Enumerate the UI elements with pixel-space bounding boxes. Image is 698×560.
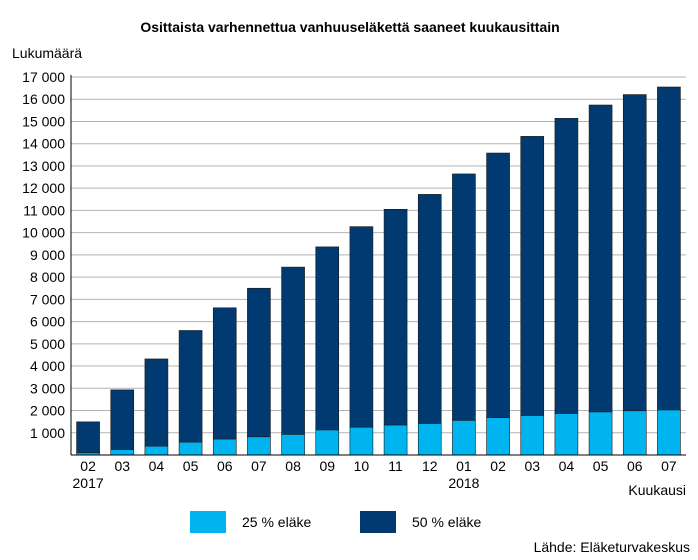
bar-pension-25 bbox=[417, 423, 442, 456]
bar-pension-25 bbox=[178, 441, 203, 456]
bars bbox=[76, 86, 681, 456]
legend-label: 50 % eläke bbox=[412, 514, 481, 530]
bar-pension-50 bbox=[315, 246, 340, 431]
x-axis-label: Kuukausi bbox=[628, 482, 686, 498]
legend-label: 25 % eläke bbox=[242, 514, 311, 530]
bar-pension-25 bbox=[554, 413, 579, 456]
y-tick-label: 9 000 bbox=[30, 247, 65, 263]
x-tick-label: 05 bbox=[593, 458, 609, 474]
x-tick-label: 05 bbox=[183, 458, 199, 474]
x-tick-label: 03 bbox=[524, 458, 540, 474]
year-label: 2017 bbox=[73, 475, 104, 491]
bar-pension-50 bbox=[212, 307, 237, 440]
bar-pension-50 bbox=[486, 152, 510, 418]
x-tick-label: 01 bbox=[456, 458, 472, 474]
y-tick-label: 14 000 bbox=[22, 136, 65, 152]
x-tick-label: 03 bbox=[114, 458, 130, 474]
x-tick-labels: 02 03 04 05 06 07 08 09 10 11 12 01 02 03 04 05 06 07 bbox=[80, 458, 677, 474]
x-tick-label: 02 bbox=[80, 458, 96, 474]
y-tick-labels: 1 000 2 000 3 000 4 000 5 000 6 000 7 000 8 000… bbox=[22, 69, 65, 441]
bar-pension-50 bbox=[349, 226, 374, 428]
bar-pension-50 bbox=[247, 287, 271, 438]
bar-pension-25 bbox=[349, 426, 374, 456]
x-tick-label: 10 bbox=[354, 458, 370, 474]
y-tick-label: 15 000 bbox=[22, 113, 65, 129]
y-tick-label: 13 000 bbox=[22, 158, 65, 174]
bar-pension-50 bbox=[417, 194, 442, 424]
bar-pension-25 bbox=[315, 429, 340, 456]
axes bbox=[70, 75, 686, 456]
bar-pension-50 bbox=[76, 421, 100, 454]
y-tick-label: 2 000 bbox=[30, 403, 65, 419]
bar-pension-25 bbox=[144, 445, 169, 456]
y-tick-label: 4 000 bbox=[30, 358, 65, 374]
bar-pension-50 bbox=[144, 358, 169, 447]
bar-pension-25 bbox=[383, 424, 408, 456]
y-tick-label: 17 000 bbox=[22, 69, 65, 85]
bar-pension-25 bbox=[212, 438, 237, 456]
bar-pension-25 bbox=[281, 434, 305, 456]
x-tick-label: 08 bbox=[285, 458, 301, 474]
bar-pension-25 bbox=[657, 409, 681, 456]
bar-pension-50 bbox=[452, 173, 476, 421]
y-tick-label: 12 000 bbox=[22, 180, 65, 196]
bar-pension-25 bbox=[486, 417, 510, 456]
bar-pension-25 bbox=[520, 415, 545, 456]
y-axis-label: Lukumäärä bbox=[12, 45, 82, 61]
bar-pension-25 bbox=[110, 449, 135, 456]
bar-pension-50 bbox=[383, 209, 408, 426]
y-tick-label: 6 000 bbox=[30, 314, 65, 330]
x-tick-label: 07 bbox=[661, 458, 677, 474]
chart-title: Osittaista varhennettua vanhuuseläkettä … bbox=[140, 19, 559, 35]
bar-pension-50 bbox=[281, 266, 305, 435]
bar-pension-25 bbox=[622, 410, 647, 456]
bar-pension-50 bbox=[178, 330, 203, 443]
gridlines bbox=[71, 76, 686, 434]
bar-pension-50 bbox=[520, 136, 545, 416]
x-tick-label: 12 bbox=[422, 458, 438, 474]
y-tick-label: 7 000 bbox=[30, 291, 65, 307]
bar-pension-50 bbox=[554, 118, 579, 414]
y-tick-label: 10 000 bbox=[22, 225, 65, 241]
bar-pension-50 bbox=[110, 389, 135, 450]
y-tick-label: 11 000 bbox=[23, 202, 65, 218]
bar-pension-50 bbox=[657, 86, 681, 411]
source-note: Lähde: Eläketurvakeskus bbox=[534, 539, 690, 555]
bar-pension-25 bbox=[247, 436, 271, 456]
legend-swatch bbox=[360, 511, 396, 533]
y-tick-label: 1 000 bbox=[30, 425, 65, 441]
y-tick-label: 16 000 bbox=[22, 91, 65, 107]
bar-pension-25 bbox=[588, 411, 613, 456]
bar-pension-25 bbox=[452, 420, 476, 456]
bar-pension-50 bbox=[622, 94, 647, 412]
legend-swatch bbox=[190, 511, 226, 533]
x-tick-label: 06 bbox=[217, 458, 233, 474]
y-tick-label: 5 000 bbox=[30, 336, 65, 352]
x-tick-label: 04 bbox=[149, 458, 165, 474]
y-tick-label: 3 000 bbox=[30, 380, 65, 396]
x-tick-label: 04 bbox=[559, 458, 575, 474]
x-tick-label: 09 bbox=[319, 458, 335, 474]
year-labels: 2017 2018 bbox=[73, 475, 480, 491]
legend: 25 % eläke 50 % eläke bbox=[190, 511, 481, 533]
x-tick-label: 02 bbox=[490, 458, 506, 474]
y-tick-label: 8 000 bbox=[30, 269, 65, 285]
x-tick-label: 06 bbox=[627, 458, 643, 474]
x-tick-label: 11 bbox=[388, 458, 403, 474]
year-label: 2018 bbox=[448, 475, 479, 491]
bar-pension-50 bbox=[588, 104, 613, 413]
x-tick-label: 07 bbox=[251, 458, 267, 474]
